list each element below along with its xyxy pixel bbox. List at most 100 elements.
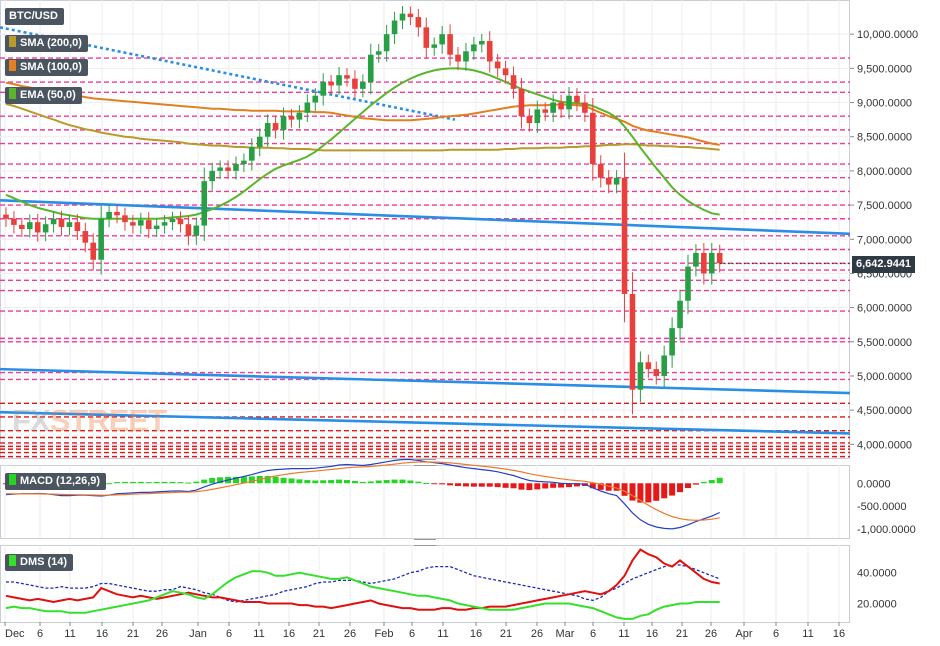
macd-histogram-bar [232, 476, 239, 484]
panel-resize-handle-1[interactable] [414, 459, 436, 466]
legend-pair[interactable]: BTC/USD [5, 8, 64, 25]
legend-ema50[interactable]: EMA (50,0) [5, 87, 82, 104]
candle-body [193, 225, 200, 236]
macd-histogram-bar [367, 481, 374, 484]
candle-body [463, 51, 469, 62]
candle-body [42, 224, 49, 233]
trendline-0 [0, 198, 851, 236]
macd-histogram-bar [462, 483, 469, 487]
candle-body [574, 95, 580, 103]
candle-body [653, 369, 660, 376]
macd-histogram-bar [407, 480, 414, 484]
candle-body [11, 218, 17, 225]
support-resistance-levels [0, 57, 850, 458]
macd-histogram-bar [589, 483, 596, 489]
macd-histogram-bar [605, 483, 612, 491]
macd-histogram-bar [486, 483, 493, 487]
candle-body [153, 225, 160, 229]
macd-histogram-bar [129, 481, 136, 484]
legend-dms[interactable]: DMS (14) [5, 554, 74, 571]
panel-resize-handle-2[interactable] [414, 539, 436, 546]
candle-body [82, 231, 89, 243]
price-tick-label: 5,500.0000 [857, 337, 912, 349]
last-price-value: 6,642.9441 [856, 257, 912, 270]
axes: 10,000.0000 9,500.0000 9,000.0000 8,500.000… [4, 29, 918, 640]
x-tick-label: 6 [590, 628, 596, 640]
macd-histogram-bar [478, 483, 485, 487]
price-tick-label: 7,000.0000 [857, 234, 912, 246]
x-tick-label: 26 [705, 628, 717, 640]
candle-body [407, 13, 414, 18]
candle-body [701, 252, 707, 274]
macd-histogram-bar [415, 481, 422, 484]
macd-histogram-bar [137, 481, 144, 484]
candle-body [201, 181, 208, 226]
candle-body [486, 41, 493, 62]
macd-histogram-bar [455, 483, 462, 486]
x-tick-label: 6 [37, 628, 43, 640]
candle-body [328, 82, 334, 86]
macd-histogram-bar [431, 483, 438, 485]
macd-histogram-bar [447, 483, 454, 486]
macd-histogram-bar [161, 481, 168, 484]
candle-body [272, 123, 279, 130]
macd-histogram-bar [613, 483, 620, 491]
candle-body [185, 224, 192, 236]
x-tick-label: 21 [127, 628, 139, 640]
candle-body [431, 44, 438, 48]
x-tick-label: 6 [226, 628, 232, 640]
macd-histogram-bar [669, 483, 676, 496]
candle-body [98, 218, 104, 260]
candle-body [613, 177, 620, 185]
legend-sma100[interactable]: SMA (100,0) [5, 59, 88, 76]
price-tick-label: 10,000.0000 [857, 29, 918, 41]
candle-body [542, 109, 549, 113]
candle-body [209, 170, 215, 182]
candle-body [3, 214, 9, 219]
legend-ema50-label: EMA (50,0) [20, 89, 76, 101]
trendline-2 [0, 410, 851, 435]
candle-body [256, 136, 263, 147]
price-tick-label: 8,000.0000 [857, 166, 912, 178]
x-tick-label: 26 [344, 628, 356, 640]
candle-body [375, 51, 382, 55]
legend-sma200[interactable]: SMA (200,0) [5, 35, 88, 52]
macd-histogram-bar [542, 483, 549, 489]
candle-body [217, 167, 223, 171]
macd-tick-label: -1,000.0000 [857, 524, 916, 536]
macd-histogram-bar [423, 483, 430, 485]
candle-body [177, 218, 184, 225]
macd-histogram-bar [288, 478, 295, 484]
dms-tick-label: 20.0000 [857, 599, 897, 611]
candle-body [471, 44, 477, 52]
candle-body [399, 13, 406, 21]
macd-histogram-bar [383, 480, 390, 484]
macd-histogram-bar [359, 481, 366, 484]
candle-body [114, 211, 120, 216]
macd-histogram-bar [264, 475, 271, 484]
x-tick-label: Mar [556, 628, 575, 640]
last-price-tag: 6,642.9441 [852, 255, 916, 273]
dms-swatch [9, 555, 16, 566]
macd-histogram-bar [716, 477, 723, 484]
legend-macd[interactable]: MACD (12,26,9) [5, 473, 107, 490]
candle-body [367, 54, 374, 83]
macd-histogram-bar [550, 483, 557, 488]
x-tick-label: 16 [96, 628, 108, 640]
macd-histogram-bar [248, 476, 255, 484]
candle-body [304, 102, 311, 113]
candle-body [391, 20, 398, 35]
macd-histogram-bar [510, 483, 517, 489]
x-tick-label: Jan [189, 628, 207, 640]
candle-body [169, 218, 176, 223]
macd-histogram-bar [343, 480, 350, 484]
candle-body [510, 75, 517, 89]
candle-body [415, 17, 422, 28]
x-tick-label: 16 [833, 628, 845, 640]
trendline-dotted [0, 26, 456, 121]
candle-body [50, 218, 57, 225]
macd-histogram-bar [637, 483, 644, 503]
macd-histogram-bar [114, 482, 121, 484]
candle-body [479, 41, 485, 45]
